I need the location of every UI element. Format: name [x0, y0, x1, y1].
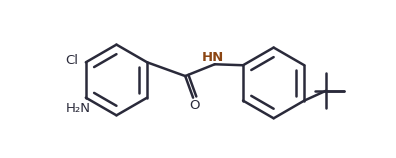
Text: HN: HN — [202, 51, 224, 64]
Text: O: O — [189, 99, 199, 112]
Text: Cl: Cl — [66, 54, 78, 67]
Text: H₂N: H₂N — [65, 102, 90, 115]
